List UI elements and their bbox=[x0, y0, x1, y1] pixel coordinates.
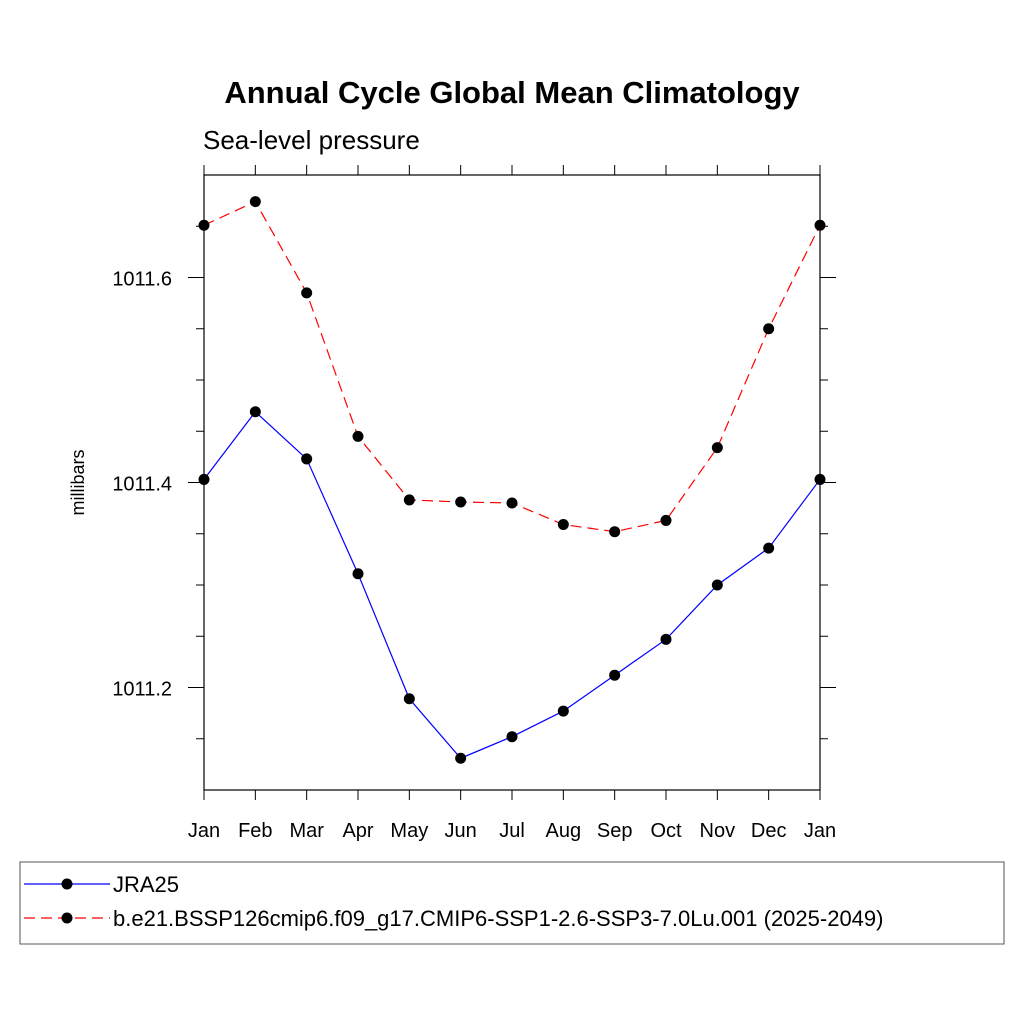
data-point bbox=[609, 526, 621, 538]
x-tick-label: Jun bbox=[445, 820, 477, 842]
y-tick-label: 1011.6 bbox=[112, 269, 172, 291]
x-tick-label: Mar bbox=[289, 820, 324, 842]
series-1 bbox=[198, 406, 826, 764]
data-point bbox=[249, 406, 261, 418]
data-point bbox=[660, 514, 672, 526]
data-point bbox=[352, 430, 364, 442]
legend-box bbox=[19, 861, 1005, 945]
x-tick-label: Sep bbox=[597, 820, 633, 842]
axis-ticks bbox=[188, 165, 836, 800]
chart-title: Annual Cycle Global Mean Climatology bbox=[224, 75, 800, 110]
legend-marker-2 bbox=[61, 912, 73, 924]
data-point bbox=[403, 494, 415, 506]
data-point bbox=[352, 568, 364, 580]
x-tick-label: Jan bbox=[804, 820, 836, 842]
data-point bbox=[557, 519, 569, 531]
data-point bbox=[763, 323, 775, 335]
data-point bbox=[660, 633, 672, 645]
x-tick-label: Dec bbox=[751, 820, 787, 842]
x-tick-label: Oct bbox=[650, 820, 682, 842]
data-point bbox=[506, 731, 518, 743]
data-point bbox=[763, 542, 775, 554]
x-tick-label: Jul bbox=[499, 820, 525, 842]
y-tick-label: 1011.2 bbox=[112, 679, 172, 701]
data-series bbox=[198, 196, 826, 764]
x-tick-label: May bbox=[390, 820, 428, 842]
data-point bbox=[557, 705, 569, 717]
x-tick-label: Feb bbox=[238, 820, 272, 842]
data-point bbox=[711, 442, 723, 454]
data-point bbox=[455, 496, 467, 508]
data-point bbox=[455, 752, 467, 764]
data-point bbox=[403, 693, 415, 705]
data-point bbox=[249, 196, 261, 208]
legend-label-1: JRA25 bbox=[113, 872, 179, 897]
x-tick-label: Apr bbox=[342, 820, 373, 842]
data-point bbox=[711, 579, 723, 591]
legend: JRA25 b.e21.BSSP126cmip6.f09_g17.CMIP6-SS… bbox=[19, 861, 1005, 945]
legend-label-2: b.e21.BSSP126cmip6.f09_g17.CMIP6-SSP1-2.… bbox=[113, 906, 883, 931]
x-tick-label: Aug bbox=[546, 820, 582, 842]
series-2 bbox=[198, 196, 826, 538]
x-tick-label: Nov bbox=[700, 820, 736, 842]
data-point bbox=[301, 453, 313, 465]
tick-labels: Jan Feb Mar Apr May Jun Jul Aug Sep Oct Nov Dec Jan 1… bbox=[112, 269, 836, 843]
legend-marker-1 bbox=[61, 878, 73, 890]
y-tick-label: 1011.4 bbox=[112, 474, 172, 496]
x-tick-label: Jan bbox=[188, 820, 220, 842]
data-point bbox=[609, 669, 621, 681]
chart-subtitle: Sea-level pressure bbox=[203, 125, 420, 155]
data-point bbox=[301, 287, 313, 299]
y-axis-label: millibars bbox=[68, 449, 88, 515]
plot-frame bbox=[203, 174, 821, 791]
data-point bbox=[506, 497, 518, 509]
